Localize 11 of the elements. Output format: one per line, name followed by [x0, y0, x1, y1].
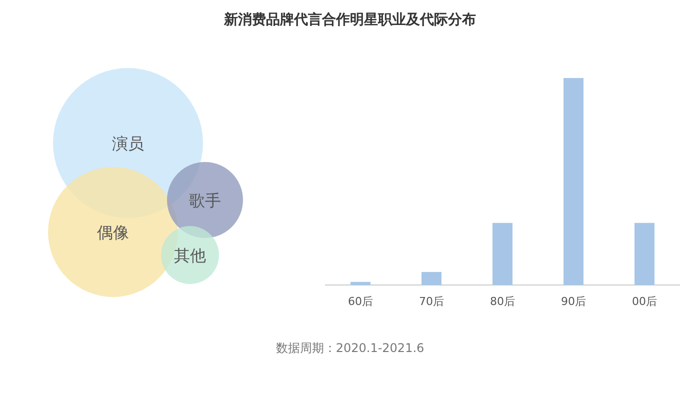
x-tick-label: 80后: [490, 295, 515, 308]
category-label: 歌手: [189, 191, 221, 210]
text: 新消费品牌代言合作明星职业及代际分布: [223, 11, 476, 28]
x-tick-label: 70后: [419, 295, 444, 308]
category-label: 演员: [112, 134, 144, 153]
text: 数据周期：2020.1-2021.6: [276, 341, 424, 355]
x-tick-label: 60后: [348, 295, 373, 308]
category-label: 其他: [174, 246, 206, 265]
category-label: 偶像: [97, 223, 129, 242]
x-tick-label: 90后: [561, 295, 586, 308]
x-tick-label: 00后: [632, 295, 657, 308]
